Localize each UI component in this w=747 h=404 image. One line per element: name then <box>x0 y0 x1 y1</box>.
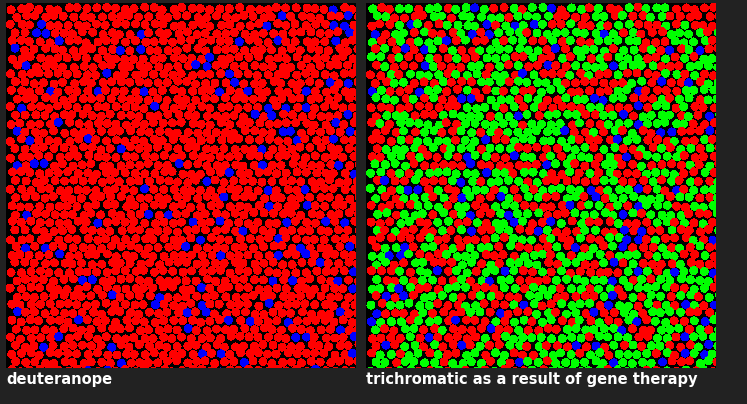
Text: deuteranope: deuteranope <box>6 372 112 387</box>
Text: trichromatic as a result of gene therapy: trichromatic as a result of gene therapy <box>366 372 698 387</box>
